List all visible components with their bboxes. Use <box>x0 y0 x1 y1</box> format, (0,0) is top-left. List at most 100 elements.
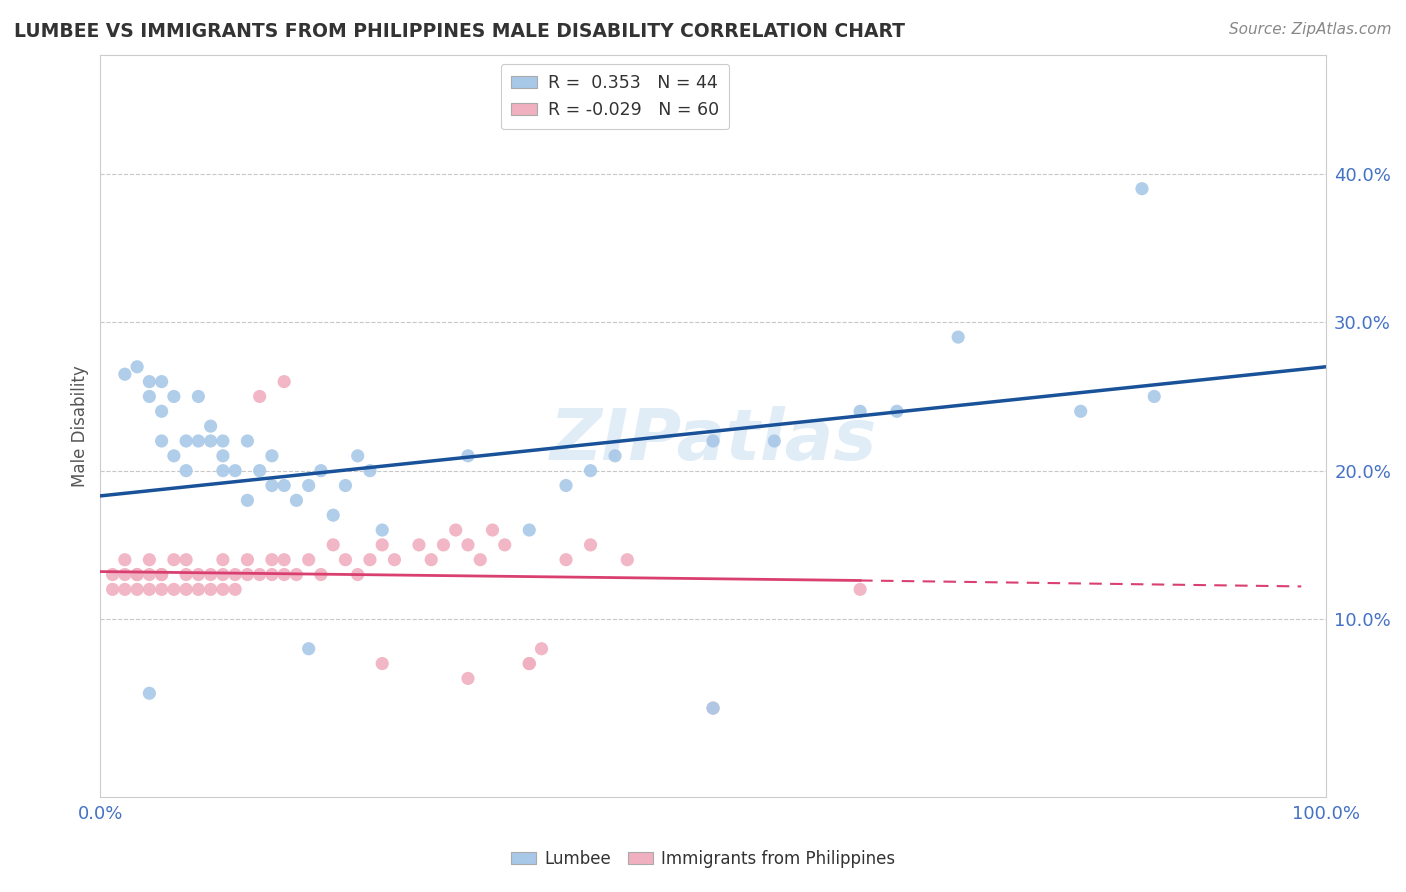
Point <box>616 552 638 566</box>
Point <box>494 538 516 552</box>
Point <box>886 404 908 418</box>
Point <box>579 464 602 478</box>
Point <box>212 449 235 463</box>
Point <box>101 567 124 582</box>
Point <box>212 464 235 478</box>
Point <box>187 434 209 448</box>
Point <box>114 552 136 566</box>
Point <box>200 567 222 582</box>
Point <box>285 493 308 508</box>
Point <box>555 552 578 566</box>
Point <box>1070 404 1092 418</box>
Point <box>335 478 357 492</box>
Point <box>187 582 209 597</box>
Point <box>335 552 357 566</box>
Point <box>236 493 259 508</box>
Point <box>346 449 368 463</box>
Point <box>236 567 259 582</box>
Point <box>236 434 259 448</box>
Point <box>1130 182 1153 196</box>
Point <box>517 523 540 537</box>
Point <box>346 567 368 582</box>
Point <box>298 641 321 656</box>
Point <box>457 538 479 552</box>
Point <box>174 567 197 582</box>
Point <box>260 552 283 566</box>
Point <box>127 359 149 374</box>
Point <box>517 657 540 671</box>
Text: Source: ZipAtlas.com: Source: ZipAtlas.com <box>1229 22 1392 37</box>
Point <box>470 552 492 566</box>
Point <box>763 434 786 448</box>
Point <box>224 567 246 582</box>
Point <box>174 464 197 478</box>
Text: LUMBEE VS IMMIGRANTS FROM PHILIPPINES MALE DISABILITY CORRELATION CHART: LUMBEE VS IMMIGRANTS FROM PHILIPPINES MA… <box>14 22 905 41</box>
Point <box>702 434 724 448</box>
Point <box>163 582 186 597</box>
Point <box>702 701 724 715</box>
Point <box>530 641 553 656</box>
Point <box>603 449 626 463</box>
Point <box>384 552 406 566</box>
Point <box>285 567 308 582</box>
Point <box>150 567 173 582</box>
Point <box>517 657 540 671</box>
Point <box>359 552 381 566</box>
Point <box>1143 389 1166 403</box>
Point <box>174 582 197 597</box>
Point <box>420 552 443 566</box>
Point <box>138 582 160 597</box>
Text: ZIPatlas: ZIPatlas <box>550 407 877 475</box>
Point <box>260 567 283 582</box>
Point <box>236 552 259 566</box>
Legend: Lumbee, Immigrants from Philippines: Lumbee, Immigrants from Philippines <box>505 844 901 875</box>
Point <box>150 434 173 448</box>
Point <box>371 657 394 671</box>
Point <box>127 567 149 582</box>
Point <box>273 478 295 492</box>
Point <box>138 389 160 403</box>
Point <box>138 686 160 700</box>
Point <box>187 567 209 582</box>
Point <box>150 567 173 582</box>
Point <box>408 538 430 552</box>
Point <box>273 552 295 566</box>
Point <box>260 478 283 492</box>
Point <box>163 449 186 463</box>
Point <box>457 449 479 463</box>
Point <box>309 464 332 478</box>
Point <box>224 464 246 478</box>
Point <box>187 389 209 403</box>
Point <box>444 523 467 537</box>
Point <box>249 464 271 478</box>
Point <box>174 552 197 566</box>
Point <box>298 552 321 566</box>
Point <box>849 582 872 597</box>
Point <box>150 375 173 389</box>
Point <box>432 538 454 552</box>
Point <box>322 538 344 552</box>
Point <box>127 567 149 582</box>
Point <box>200 582 222 597</box>
Point <box>163 552 186 566</box>
Point <box>212 434 235 448</box>
Point <box>200 419 222 434</box>
Point <box>273 567 295 582</box>
Point <box>200 434 222 448</box>
Point <box>150 582 173 597</box>
Point <box>555 478 578 492</box>
Point <box>101 582 124 597</box>
Point <box>298 478 321 492</box>
Point <box>249 567 271 582</box>
Point <box>174 434 197 448</box>
Legend: R =  0.353   N = 44, R = -0.029   N = 60: R = 0.353 N = 44, R = -0.029 N = 60 <box>501 64 730 129</box>
Point <box>127 582 149 597</box>
Point <box>702 701 724 715</box>
Point <box>946 330 969 344</box>
Point <box>114 582 136 597</box>
Point <box>150 404 173 418</box>
Y-axis label: Male Disability: Male Disability <box>72 365 89 487</box>
Point <box>309 567 332 582</box>
Point <box>371 538 394 552</box>
Point <box>457 672 479 686</box>
